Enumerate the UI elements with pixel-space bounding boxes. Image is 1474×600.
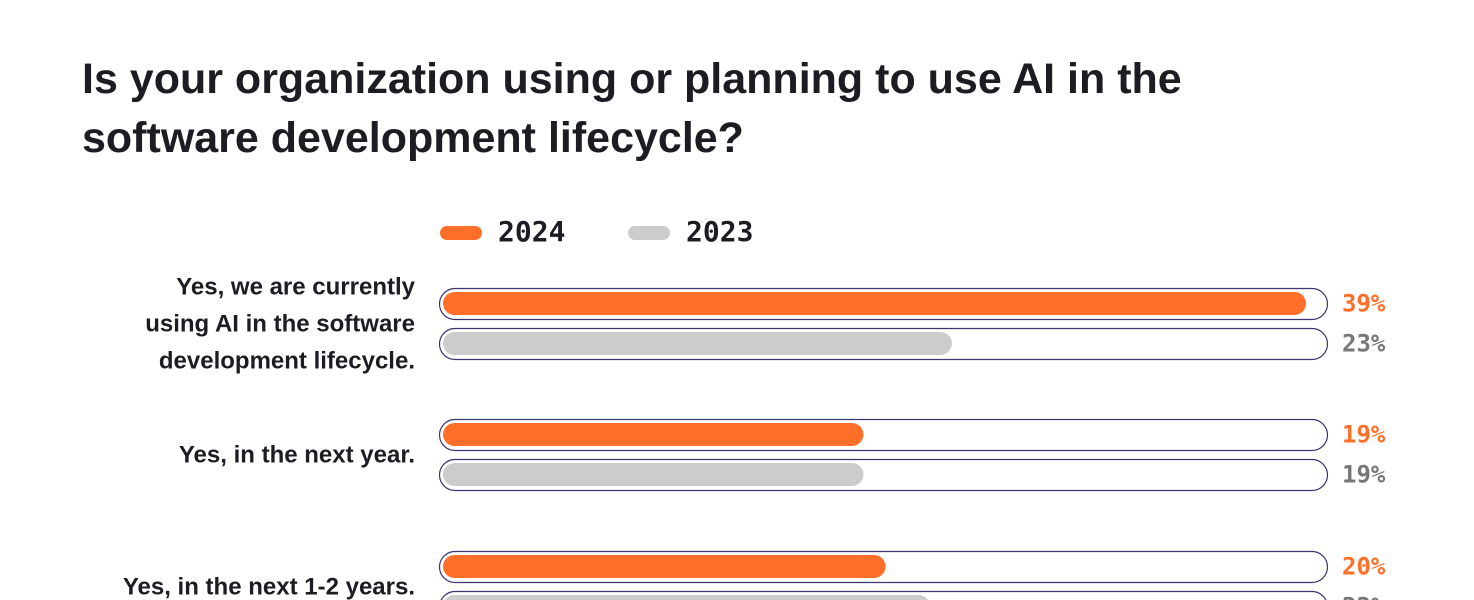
value-label-2023: 23%: [1342, 330, 1386, 358]
bar-2024-1: [443, 292, 1306, 315]
value-label-2024: 19%: [1342, 421, 1386, 449]
category-label-line: Yes, in the next year.: [179, 442, 415, 469]
legend-label-2024: 2024: [498, 215, 566, 248]
category-label: Yes, we are currently using AI in the sof…: [145, 274, 415, 375]
chart-title: Is your organization using or planning t…: [82, 55, 1182, 162]
bar-group-2: Yes, in the next year. 19% 19%: [179, 418, 1386, 492]
bar-2023-3: [445, 595, 928, 600]
value-label-2023: 19%: [1342, 461, 1386, 489]
value-label-2023: 22%: [1342, 593, 1386, 600]
category-label: Yes, in the next 1-2 years.: [123, 574, 415, 600]
category-label-line: Yes, we are currently: [176, 274, 415, 301]
bar-2023-1: [443, 332, 952, 355]
category-label-line: development lifecycle.: [159, 348, 415, 375]
category-label-line: Yes, in the next 1-2 years.: [123, 574, 415, 600]
legend-swatch-2023: [628, 226, 670, 240]
legend-swatch-2024: [440, 226, 482, 240]
bar-group-1: Yes, we are currently using AI in the sof…: [145, 274, 1386, 375]
bar-2024-2: [443, 423, 864, 446]
bar-2024-3: [443, 555, 886, 578]
value-label-2024: 39%: [1342, 290, 1386, 318]
legend-label-2023: 2023: [686, 215, 754, 248]
category-label-line: using AI in the software: [145, 311, 415, 338]
bar-group-3: Yes, in the next 1-2 years. 20% 22%: [123, 550, 1386, 600]
value-label-2024: 20%: [1342, 553, 1386, 581]
bar-2023-2: [443, 463, 864, 486]
category-label: Yes, in the next year.: [179, 442, 415, 469]
